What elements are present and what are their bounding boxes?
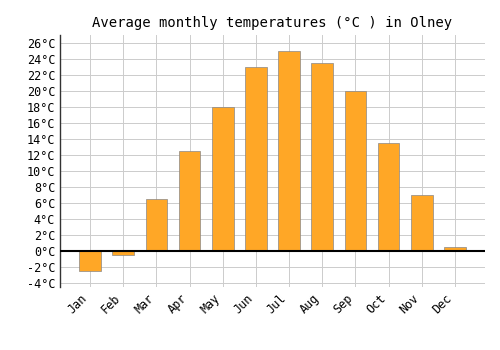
Bar — [179, 151, 201, 251]
Bar — [80, 251, 101, 271]
Bar — [378, 143, 400, 251]
Title: Average monthly temperatures (°C ) in Olney: Average monthly temperatures (°C ) in Ol… — [92, 16, 452, 30]
Bar — [245, 67, 266, 251]
Bar — [112, 251, 134, 255]
Bar — [146, 199, 167, 251]
Bar — [278, 51, 300, 251]
Bar — [444, 247, 466, 251]
Bar — [411, 195, 432, 251]
Bar — [212, 107, 234, 251]
Bar — [312, 63, 333, 251]
Bar — [344, 91, 366, 251]
